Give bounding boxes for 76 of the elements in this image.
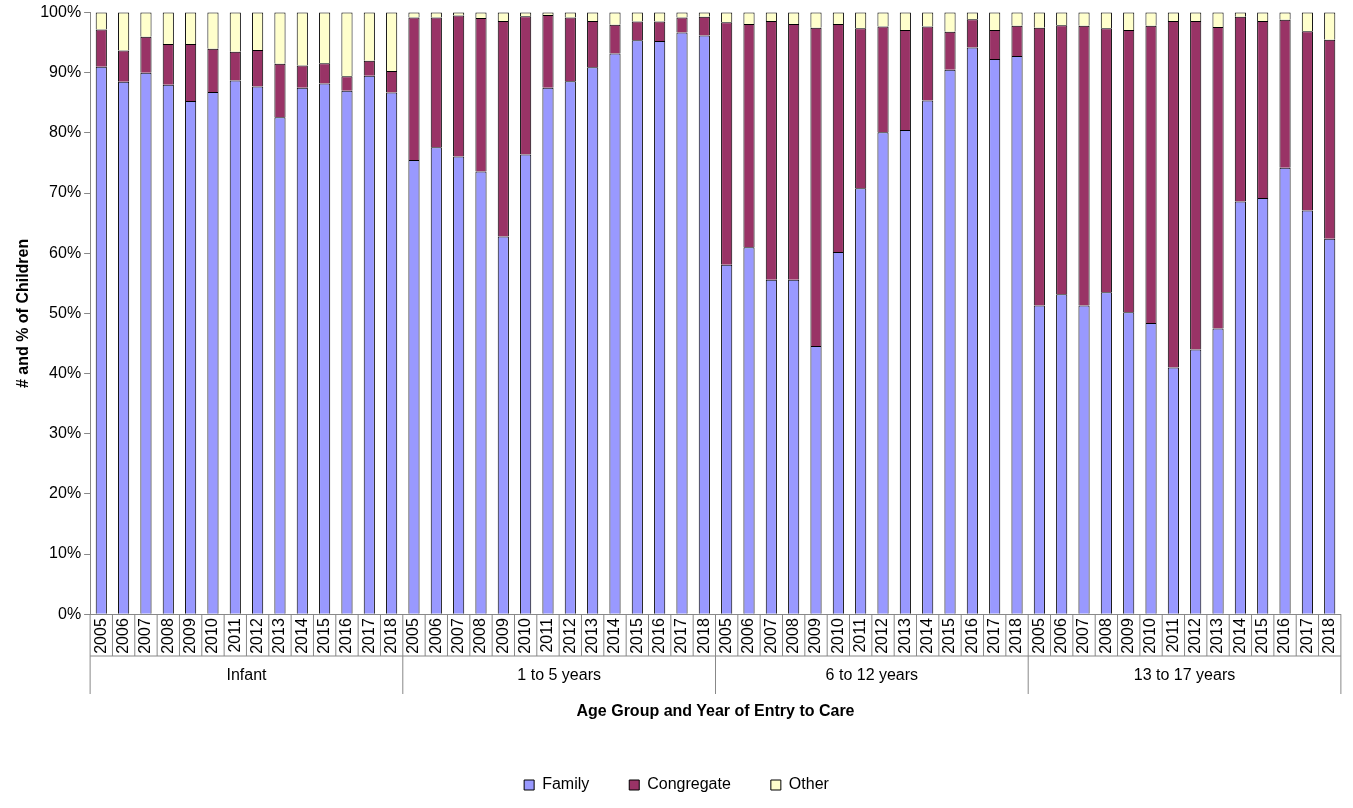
x-tick-label: 2009 [493,618,511,654]
x-tick-label: 2006 [1052,618,1070,654]
x-tick-label: 2017 [672,618,690,654]
x-tick-label: 2008 [1096,618,1114,654]
x-tick-label: 2005 [404,618,422,654]
x-tick-label: 2013 [1208,618,1226,654]
x-tick-label: 2017 [359,618,377,654]
text: Infant [226,666,268,684]
x-tick-label: 2008 [471,618,489,654]
y-tick-label: 40% [49,363,82,381]
x-tick-label: 2014 [918,618,936,654]
text: 6 to 12 years [825,666,919,684]
x-tick-label: 2011 [538,618,556,653]
legend-label: Other [788,775,830,793]
x-tick-label: 2010 [516,618,534,654]
x-tick-label: 2011 [1163,618,1181,653]
x-tick-label: 2005 [91,618,109,654]
x-tick-label: 2015 [315,618,333,654]
x-tick-label: 2007 [449,618,467,654]
legend-label: Family [542,775,590,793]
x-tick-label: 2013 [895,618,913,654]
x-tick-label: 2006 [739,618,757,654]
x-tick-label: 2010 [1141,618,1159,654]
x-tick-label: 2007 [761,618,779,654]
text: 1 to 5 years [517,666,601,684]
x-tick-label: 2016 [650,618,668,654]
y-tick-label: 70% [49,183,82,201]
x-tick-label: 2008 [158,618,176,654]
y-tick-label: 60% [49,243,82,261]
legend-label: Congregate [647,775,731,793]
x-tick-label: 2015 [1253,618,1271,654]
x-tick-label: 2005 [1029,618,1047,654]
x-tick-label: 2012 [248,618,266,654]
y-tick-label: 30% [49,424,82,442]
x-tick-label: 2015 [940,618,958,654]
x-tick-label: 2012 [1186,618,1204,654]
x-tick-label: 2008 [784,618,802,654]
x-tick-label: 2016 [337,618,355,654]
x-tick-label: 2006 [426,618,444,654]
x-tick-label: 2013 [270,618,288,654]
x-tick-label: 2016 [1275,618,1293,654]
y-tick-label: 50% [49,303,82,321]
x-tick-label: 2016 [962,618,980,654]
x-axis-title: Age Group and Year of Entry to Care [576,701,855,719]
x-tick-label: 2015 [627,618,645,654]
y-axis-title: # and % of Children [14,238,32,389]
x-tick-label: 2017 [985,618,1003,654]
y-tick-label: 10% [49,544,82,562]
x-tick-label: 2010 [203,618,221,654]
x-tick-label: 2013 [583,618,601,654]
x-tick-label: 2018 [1007,618,1025,654]
x-tick-label: 2005 [717,618,735,654]
y-tick-label: 90% [49,63,82,81]
y-tick-label: 20% [49,484,82,502]
x-tick-label: 2006 [114,618,132,654]
text: 13 to 17 years [1133,666,1236,684]
x-tick-label: 2007 [1074,618,1092,654]
x-tick-label: 2017 [1297,618,1315,654]
x-tick-label: 2010 [828,618,846,654]
x-tick-label: 2014 [605,618,623,654]
x-tick-label: 2009 [1119,618,1137,654]
x-tick-label: 2012 [560,618,578,654]
x-tick-label: 2007 [136,618,154,654]
x-tick-label: 2018 [694,618,712,654]
x-tick-label: 2018 [1320,618,1338,654]
x-tick-label: 2014 [1230,618,1248,654]
x-tick-label: 2011 [851,618,869,653]
x-tick-label: 2014 [292,618,310,654]
x-tick-label: 2009 [806,618,824,654]
x-tick-label: 2018 [382,618,400,654]
x-tick-label: 2012 [873,618,891,654]
y-tick-label: 100% [40,3,82,21]
x-tick-label: 2009 [181,618,199,654]
y-tick-label: 80% [49,123,82,141]
y-tick-label: 0% [58,604,82,622]
x-tick-label: 2011 [225,618,243,653]
